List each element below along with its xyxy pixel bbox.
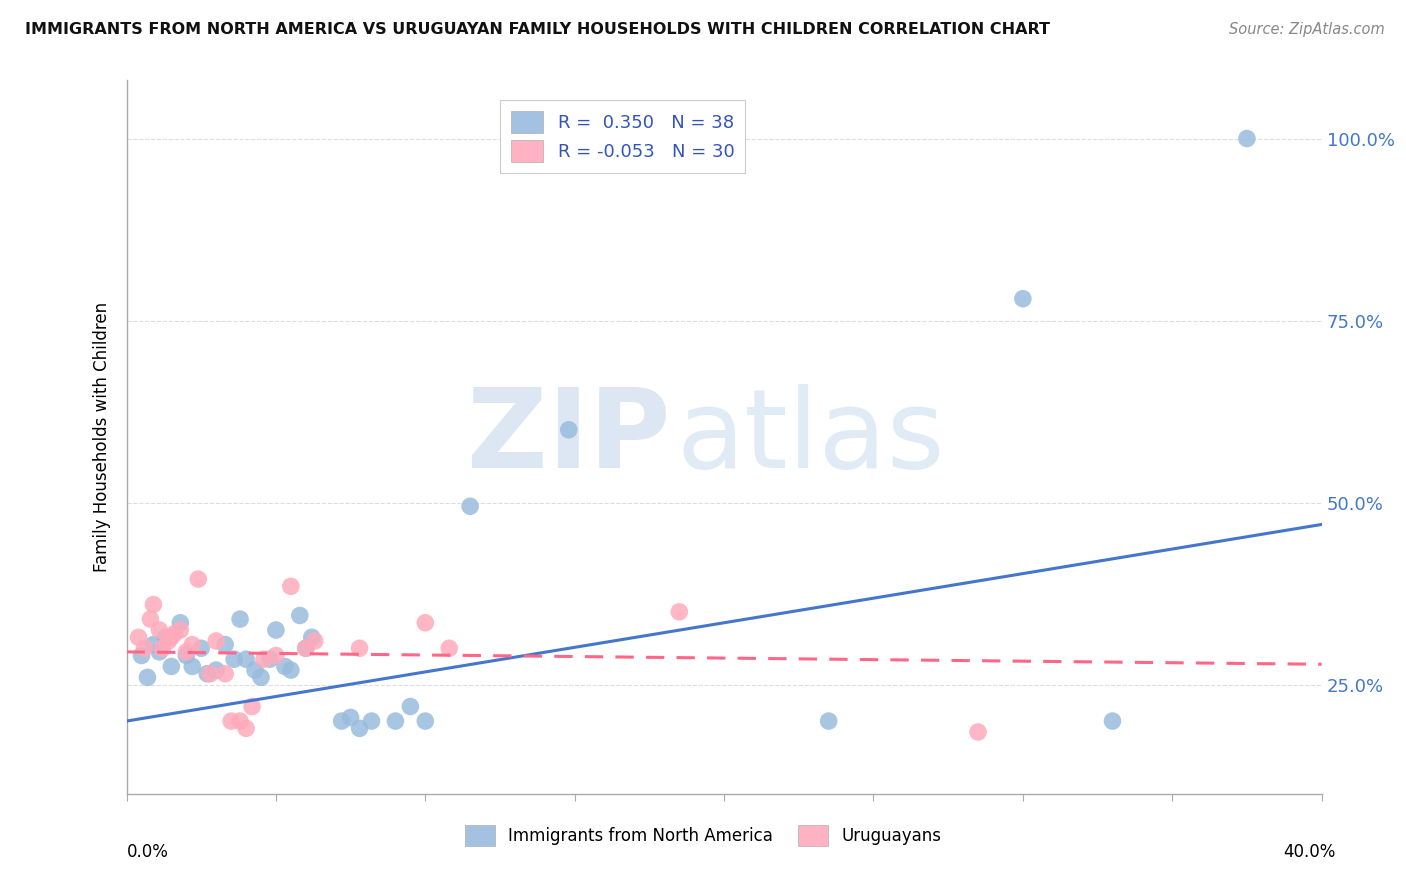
Point xyxy=(301,630,323,644)
Text: Source: ZipAtlas.com: Source: ZipAtlas.com xyxy=(1229,22,1385,37)
Legend: R =  0.350   N = 38, R = -0.053   N = 30: R = 0.350 N = 38, R = -0.053 N = 30 xyxy=(501,100,745,173)
Point xyxy=(139,612,162,626)
Point xyxy=(190,641,212,656)
Point xyxy=(1101,714,1123,728)
Point xyxy=(280,579,302,593)
Point xyxy=(253,652,276,666)
Point xyxy=(127,630,149,644)
Point xyxy=(205,634,228,648)
Text: 40.0%: 40.0% xyxy=(1284,843,1336,861)
Point xyxy=(264,623,287,637)
Point xyxy=(304,634,326,648)
Point xyxy=(205,663,228,677)
Point xyxy=(229,714,252,728)
Point xyxy=(200,666,222,681)
Point xyxy=(1011,292,1033,306)
Point xyxy=(399,699,422,714)
Point xyxy=(163,626,186,640)
Point xyxy=(174,645,197,659)
Point xyxy=(240,699,263,714)
Text: IMMIGRANTS FROM NORTH AMERICA VS URUGUAYAN FAMILY HOUSEHOLDS WITH CHILDREN CORRE: IMMIGRANTS FROM NORTH AMERICA VS URUGUAY… xyxy=(25,22,1050,37)
Point xyxy=(294,641,316,656)
Point xyxy=(294,641,316,656)
Point xyxy=(288,608,311,623)
Point xyxy=(214,638,236,652)
Point xyxy=(181,659,204,673)
Point xyxy=(274,659,297,673)
Point xyxy=(160,630,183,644)
Point xyxy=(214,666,236,681)
Point xyxy=(136,670,159,684)
Point xyxy=(169,623,191,637)
Point xyxy=(148,623,170,637)
Point xyxy=(174,648,197,663)
Legend: Immigrants from North America, Uruguayans: Immigrants from North America, Uruguayan… xyxy=(458,819,948,853)
Point xyxy=(668,605,690,619)
Point xyxy=(169,615,191,630)
Point xyxy=(557,423,581,437)
Point xyxy=(259,652,281,666)
Point xyxy=(157,634,180,648)
Text: atlas: atlas xyxy=(676,384,945,491)
Text: ZIP: ZIP xyxy=(467,384,671,491)
Point xyxy=(235,652,257,666)
Point xyxy=(360,714,382,728)
Point xyxy=(152,641,174,656)
Point xyxy=(229,612,252,626)
Point xyxy=(415,714,437,728)
Point xyxy=(384,714,406,728)
Point xyxy=(339,710,361,724)
Point xyxy=(280,663,302,677)
Point xyxy=(142,638,165,652)
Point xyxy=(458,500,481,514)
Point xyxy=(131,648,153,663)
Y-axis label: Family Households with Children: Family Households with Children xyxy=(93,302,111,572)
Point xyxy=(439,641,461,656)
Point xyxy=(264,648,287,663)
Point xyxy=(250,670,273,684)
Text: 0.0%: 0.0% xyxy=(127,843,169,861)
Point xyxy=(134,641,156,656)
Point xyxy=(222,652,246,666)
Point xyxy=(195,666,218,681)
Point xyxy=(243,663,266,677)
Point xyxy=(349,722,371,736)
Point xyxy=(142,598,165,612)
Point xyxy=(148,645,170,659)
Point xyxy=(187,572,209,586)
Point xyxy=(967,725,990,739)
Point xyxy=(817,714,839,728)
Point xyxy=(349,641,371,656)
Point xyxy=(219,714,242,728)
Point xyxy=(160,659,183,673)
Point xyxy=(235,722,257,736)
Point xyxy=(330,714,353,728)
Point xyxy=(155,630,177,644)
Point xyxy=(1236,131,1258,145)
Point xyxy=(181,638,204,652)
Point xyxy=(415,615,437,630)
